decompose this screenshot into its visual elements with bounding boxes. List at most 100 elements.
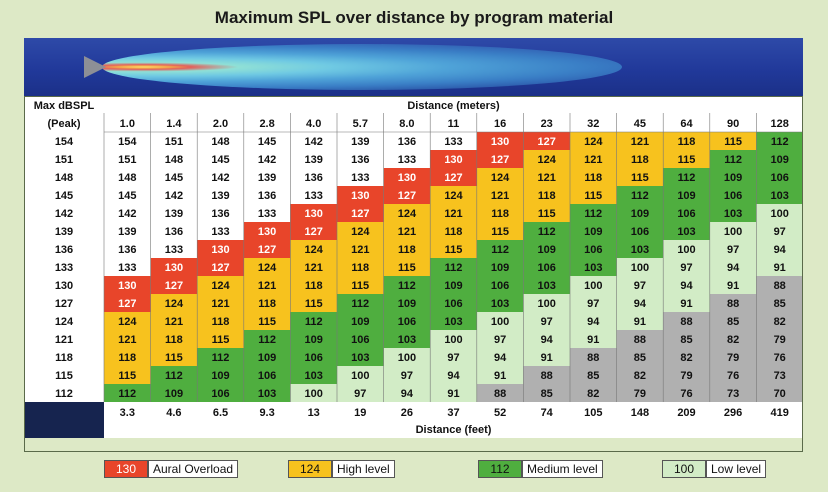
table-cell (337, 132, 384, 150)
table-cell (663, 366, 710, 384)
cell-value: 142 (211, 172, 229, 184)
table-cell (663, 240, 710, 258)
cell-value: 115 (491, 226, 509, 238)
cell-value: 151 (118, 154, 136, 166)
cell-value: 106 (444, 298, 462, 310)
cell-value: 103 (305, 370, 323, 382)
cell-value: 130 (211, 244, 229, 256)
table-cell (756, 186, 803, 204)
x-axis-label-meters: Distance (meters) (407, 100, 500, 112)
table-cell (243, 204, 291, 222)
table-cell (616, 384, 664, 402)
cell-value: 136 (398, 136, 416, 148)
row-label-max-dbspl: 151 (55, 154, 73, 166)
column-header-meters: 45 (634, 118, 646, 130)
table-cell (663, 330, 710, 348)
row-label-max-dbspl: 127 (55, 298, 73, 310)
table-cell (709, 312, 757, 330)
cell-value: 103 (584, 262, 602, 274)
table-cell (756, 330, 803, 348)
table-cell (197, 222, 244, 240)
cell-value: 139 (118, 226, 136, 238)
table-cell (197, 204, 244, 222)
cell-value: 139 (351, 136, 369, 148)
column-header-meters: 128 (771, 118, 789, 130)
cell-value: 88 (634, 334, 646, 346)
table-cell (476, 150, 524, 168)
sound-beam-graphic (102, 44, 622, 90)
cell-value: 124 (351, 226, 370, 238)
table-cell (476, 132, 524, 150)
cell-value: 82 (774, 316, 786, 328)
table-cell (709, 258, 757, 276)
table-cell (476, 240, 524, 258)
table-cell (663, 150, 710, 168)
cell-value: 106 (258, 370, 276, 382)
cell-value: 103 (631, 244, 649, 256)
cell-value: 133 (118, 262, 136, 274)
cell-value: 97 (401, 370, 413, 382)
cell-value: 85 (727, 316, 739, 328)
cell-value: 109 (258, 352, 276, 364)
table-cell (476, 168, 524, 186)
table-cell (523, 366, 570, 384)
cell-value: 115 (398, 262, 416, 274)
cell-value: 115 (724, 136, 742, 148)
table-cell (616, 240, 664, 258)
row-label-max-dbspl: 124 (55, 316, 74, 328)
cell-value: 124 (398, 208, 417, 220)
table-cell (709, 384, 757, 402)
table-cell (337, 168, 384, 186)
cell-value: 124 (584, 136, 603, 148)
cell-value: 97 (447, 352, 459, 364)
cell-value: 124 (444, 190, 463, 202)
cell-value: 79 (727, 352, 739, 364)
cell-value: 103 (398, 334, 416, 346)
table-cell (290, 294, 337, 312)
cell-value: 118 (538, 190, 556, 202)
cell-value: 127 (444, 172, 462, 184)
column-footer-feet: 74 (541, 407, 554, 419)
cell-value: 115 (165, 352, 183, 364)
table-cell (430, 204, 477, 222)
table-cell (150, 150, 198, 168)
column-footer-feet: 52 (494, 407, 506, 419)
table-cell (290, 330, 337, 348)
cell-value: 112 (118, 388, 136, 400)
legend-label: Medium level (522, 460, 603, 478)
cell-value: 79 (680, 370, 692, 382)
table-cell (383, 366, 431, 384)
row-label-max-dbspl: 148 (55, 172, 73, 184)
table-border (24, 96, 803, 452)
table-cell (104, 222, 151, 240)
chart-title: Maximum SPL over distance by program mat… (214, 8, 614, 27)
table-cell (150, 330, 198, 348)
cell-value: 88 (680, 316, 692, 328)
table-cell (337, 186, 384, 204)
cell-value: 85 (774, 298, 786, 310)
column-header-meters: 5.7 (353, 118, 368, 130)
cell-value: 73 (774, 370, 786, 382)
cell-value: 130 (398, 172, 416, 184)
cell-value: 127 (351, 208, 369, 220)
cell-value: 136 (118, 244, 136, 256)
cell-value: 136 (258, 190, 276, 202)
table-cell (290, 276, 337, 294)
table-cell (523, 204, 570, 222)
table-cell (570, 348, 617, 366)
cell-value: 133 (351, 172, 369, 184)
column-header-meters: 2.0 (213, 118, 228, 130)
table-cell (383, 222, 431, 240)
legend-label: High level (332, 460, 395, 478)
cell-value: 118 (584, 172, 602, 184)
table-cell (523, 132, 570, 150)
table-cell (570, 294, 617, 312)
cell-value: 124 (211, 280, 230, 292)
table-cell (663, 384, 710, 402)
legend-swatch: 112 (478, 460, 522, 478)
cell-value: 85 (587, 370, 599, 382)
table-cell (197, 186, 244, 204)
row-label-max-dbspl: 154 (55, 136, 74, 148)
cell-value: 91 (494, 370, 506, 382)
table-cell (570, 240, 617, 258)
